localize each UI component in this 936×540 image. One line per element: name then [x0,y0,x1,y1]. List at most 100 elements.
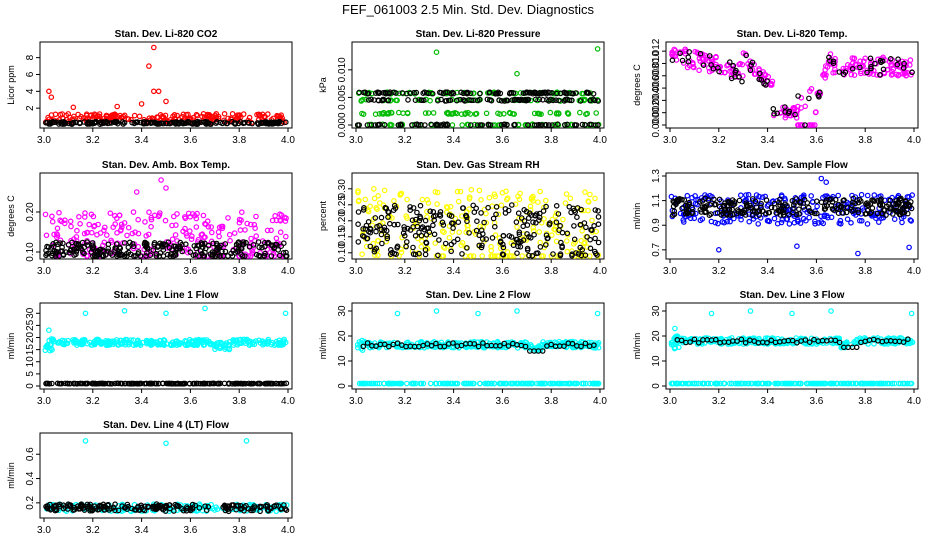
data-point [476,90,483,97]
data-point [280,340,286,346]
data-point [84,112,90,119]
data-point [133,252,139,259]
data-point [157,210,163,216]
data-point [590,91,597,97]
data-point [236,219,243,226]
data-point [551,121,558,128]
data-point [243,438,250,444]
data-point [886,59,893,65]
data-point [834,380,840,387]
data-point [471,341,478,347]
data-point [104,232,110,238]
data-point [386,220,393,227]
data-point [909,339,915,346]
data-point [575,251,582,257]
data-point [418,121,424,128]
data-point [447,380,454,387]
data-point [896,72,902,78]
data-point [543,122,549,128]
data-point [832,337,839,344]
data-point [96,113,103,120]
data-point [259,338,266,345]
data-point [101,227,107,234]
data-point [724,62,730,69]
data-point [862,55,869,62]
data-point [93,253,100,259]
y-tick-label: 0.10 [337,243,348,263]
data-point [112,119,118,125]
x-tick-label: 3.6 [183,396,197,407]
panel-4: Stan. Dev. Amb. Box Temp.degrees C3.0 3.2… [6,160,295,277]
data-point [498,122,505,128]
plot-frame [351,302,605,390]
data-point [129,230,136,237]
x-tick-label: 3.0 [349,135,363,146]
data-point [268,253,275,259]
data-point [536,96,543,103]
data-point [483,220,490,226]
data-point [789,337,796,344]
series-2 [669,49,915,128]
data-point [906,194,912,200]
data-point [476,187,483,194]
data-point [511,97,518,103]
series-2 [43,239,290,259]
data-point [162,112,169,119]
data-point [749,380,755,387]
data-point [420,380,427,387]
y-tick-label: 0.000 [651,112,662,137]
data-point [905,203,912,210]
x-tick-label: 3.0 [663,135,677,146]
data-point [585,207,591,214]
data-point [248,221,254,228]
data-point [906,62,913,68]
data-point [172,232,179,238]
x-tick-label: 3.4 [135,525,149,536]
x-tick-label: 3.2 [86,525,100,536]
data-point [868,63,874,70]
data-point [212,342,219,349]
x-tick-label: 4.0 [593,135,607,146]
data-point [591,223,597,229]
data-point [216,233,222,240]
data-point [549,90,555,96]
data-point [158,177,164,183]
data-point [467,90,474,97]
data-point [184,233,190,239]
data-point [828,380,834,387]
data-point [49,213,55,220]
data-point [396,90,402,97]
data-point [193,215,200,222]
data-point [74,227,80,234]
data-point [436,211,443,218]
data-point [473,205,480,212]
data-point [395,122,402,128]
data-point [837,221,844,227]
data-point [84,501,91,508]
data-point [458,89,464,96]
y-tick-label: 0.10 [25,242,36,262]
data-point [239,209,245,216]
data-point [250,242,257,248]
data-point [835,192,842,199]
data-point [268,227,274,234]
data-point [502,206,509,212]
data-point [159,380,166,387]
data-point [782,114,789,121]
data-point [410,251,417,257]
data-point [202,380,208,387]
data-point [689,209,696,215]
x-tick-label: 4.0 [593,266,607,277]
data-point [254,380,261,387]
data-point [790,105,797,111]
data-point [483,236,490,242]
data-point [521,218,528,224]
data-point [568,209,574,216]
data-point [47,501,53,508]
data-point [569,252,575,259]
data-point [678,337,685,344]
data-point [555,97,562,104]
data-point [372,111,379,118]
data-point [751,71,758,78]
data-point [571,236,578,243]
